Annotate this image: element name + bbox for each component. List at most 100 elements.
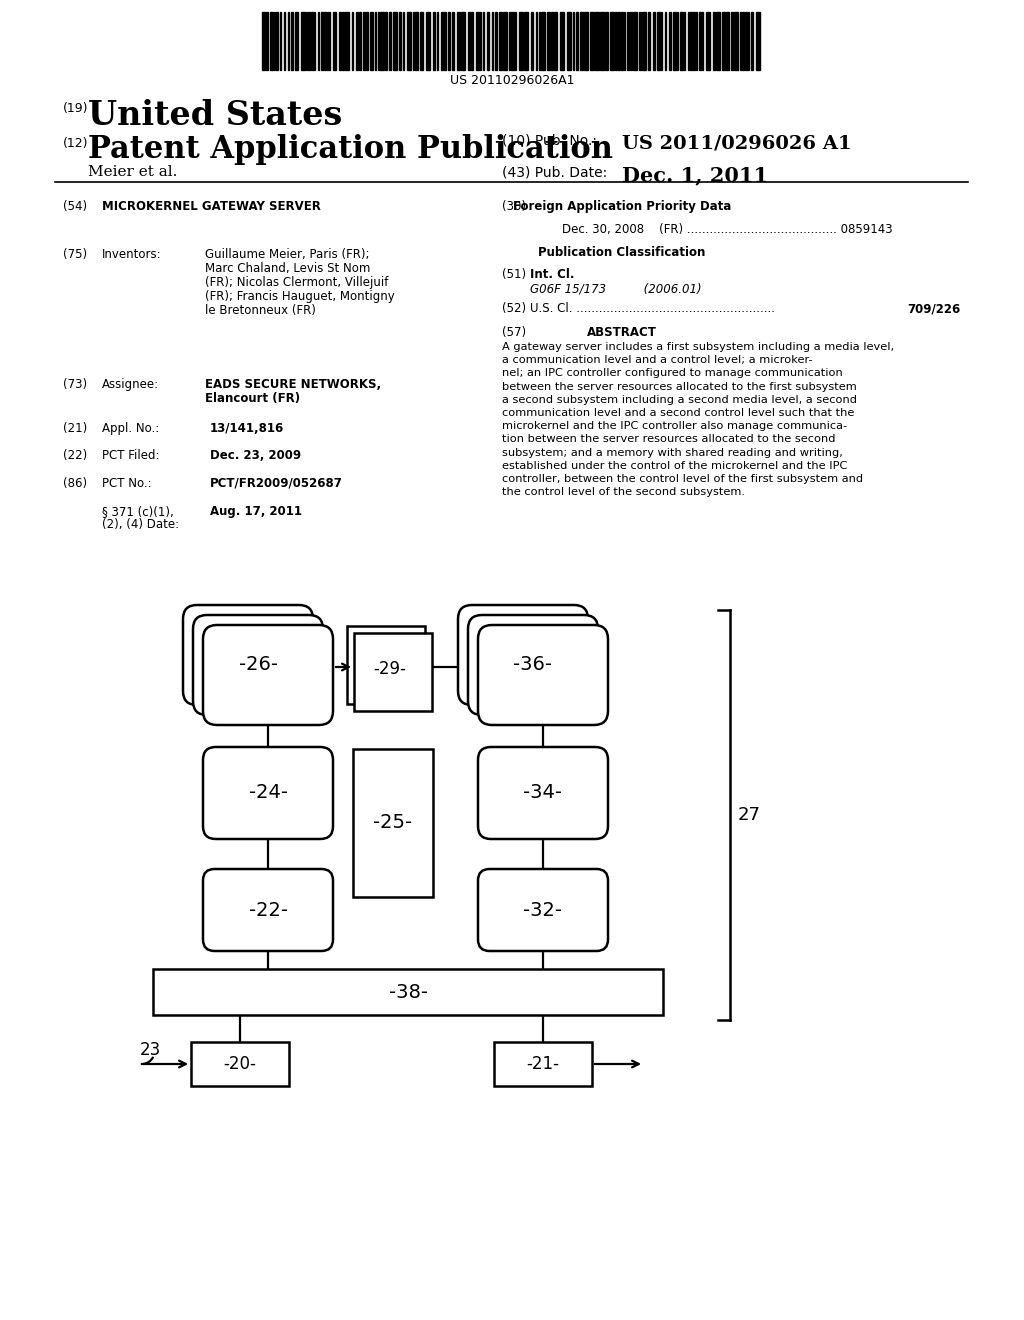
Text: -38-: -38-	[388, 982, 427, 1002]
Text: Foreign Application Priority Data: Foreign Application Priority Data	[513, 201, 731, 213]
Text: (10) Pub. No.:: (10) Pub. No.:	[502, 135, 597, 148]
Bar	[487, 12, 489, 70]
Text: PCT Filed:: PCT Filed:	[102, 449, 160, 462]
Bar	[342, 12, 344, 70]
Text: (43) Pub. Date:: (43) Pub. Date:	[502, 165, 607, 180]
Bar	[584, 12, 588, 70]
Text: Dec. 1, 2011: Dec. 1, 2011	[622, 165, 768, 185]
Bar	[262, 12, 265, 70]
Bar	[639, 12, 641, 70]
FancyBboxPatch shape	[203, 869, 333, 950]
Bar	[731, 12, 733, 70]
Bar	[511, 12, 514, 70]
Bar	[734, 12, 738, 70]
FancyBboxPatch shape	[183, 605, 313, 705]
Bar	[295, 12, 298, 70]
Text: controller, between the control level of the first subsystem and: controller, between the control level of…	[502, 474, 863, 484]
Bar	[366, 12, 368, 70]
Bar	[441, 12, 443, 70]
Text: (19): (19)	[63, 102, 88, 115]
Bar	[547, 12, 550, 70]
Text: -25-: -25-	[374, 813, 413, 833]
Bar	[347, 626, 425, 704]
Text: US 2011/0296026 A1: US 2011/0296026 A1	[622, 135, 852, 152]
Text: (FR); Nicolas Clermont, Villejuif: (FR); Nicolas Clermont, Villejuif	[205, 276, 388, 289]
Bar	[345, 12, 349, 70]
Bar	[389, 12, 391, 70]
Text: MICROKERNEL GATEWAY SERVER: MICROKERNEL GATEWAY SERVER	[102, 201, 321, 213]
Bar	[452, 12, 454, 70]
Text: between the server resources allocated to the first subsystem: between the server resources allocated t…	[502, 381, 857, 392]
Bar	[333, 12, 336, 70]
Bar	[751, 12, 753, 70]
Text: (52): (52)	[502, 302, 526, 315]
Bar	[595, 12, 599, 70]
Bar	[393, 12, 397, 70]
Bar	[756, 12, 760, 70]
Bar	[301, 12, 305, 70]
Bar	[356, 12, 358, 70]
Text: (FR); Francis Hauguet, Montigny: (FR); Francis Hauguet, Montigny	[205, 290, 394, 304]
Bar	[476, 12, 479, 70]
Bar	[461, 12, 465, 70]
Bar	[605, 12, 608, 70]
Bar	[590, 12, 594, 70]
Bar	[494, 1041, 592, 1086]
Text: le Bretonneux (FR): le Bretonneux (FR)	[205, 304, 315, 317]
FancyBboxPatch shape	[478, 869, 608, 950]
Bar	[380, 12, 384, 70]
Text: -34-: -34-	[523, 784, 562, 803]
Text: (73): (73)	[63, 378, 87, 391]
Text: Aug. 17, 2011: Aug. 17, 2011	[210, 506, 302, 517]
Bar	[693, 12, 695, 70]
Bar	[600, 12, 604, 70]
Bar	[524, 12, 528, 70]
Text: microkernel and the IPC controller also manage communica-: microkernel and the IPC controller also …	[502, 421, 847, 432]
Text: Marc Chaland, Levis St Nom: Marc Chaland, Levis St Nom	[205, 261, 371, 275]
Text: PCT/FR2009/052687: PCT/FR2009/052687	[210, 477, 343, 490]
Text: (30): (30)	[502, 201, 526, 213]
FancyBboxPatch shape	[458, 605, 588, 705]
FancyBboxPatch shape	[203, 624, 333, 725]
Bar	[339, 12, 341, 70]
Text: 23: 23	[140, 1041, 161, 1059]
Bar	[690, 12, 692, 70]
Bar	[610, 12, 614, 70]
Text: -26-: -26-	[239, 656, 278, 675]
Text: established under the control of the microkernel and the IPC: established under the control of the mic…	[502, 461, 848, 471]
Bar	[642, 12, 646, 70]
Bar	[560, 12, 564, 70]
Text: United States: United States	[88, 99, 342, 132]
Bar	[713, 12, 715, 70]
Text: Int. Cl.: Int. Cl.	[530, 268, 574, 281]
Bar	[354, 634, 432, 711]
Bar	[359, 12, 361, 70]
Bar	[742, 12, 744, 70]
Bar	[471, 12, 473, 70]
Bar	[407, 12, 411, 70]
Text: subsystem; and a memory with shared reading and writing,: subsystem; and a memory with shared read…	[502, 447, 843, 458]
Text: 27: 27	[738, 807, 761, 824]
Bar	[276, 12, 278, 70]
Text: (12): (12)	[63, 137, 88, 150]
Text: U.S. Cl. .....................................................: U.S. Cl. ...............................…	[530, 302, 775, 315]
Text: Publication Classification: Publication Classification	[539, 246, 706, 259]
Bar	[291, 12, 293, 70]
Text: -29-: -29-	[373, 660, 406, 677]
Text: (2), (4) Date:: (2), (4) Date:	[102, 517, 179, 531]
Bar	[415, 12, 418, 70]
Bar	[266, 12, 268, 70]
FancyBboxPatch shape	[468, 615, 598, 715]
Text: -32-: -32-	[523, 900, 562, 920]
Text: Inventors:: Inventors:	[102, 248, 162, 261]
Text: PCT No.:: PCT No.:	[102, 477, 152, 490]
Bar	[321, 12, 323, 70]
Bar	[495, 12, 497, 70]
Text: (51): (51)	[502, 268, 526, 281]
Bar	[308, 12, 310, 70]
Text: (22): (22)	[63, 449, 87, 462]
Text: the control level of the second subsystem.: the control level of the second subsyste…	[502, 487, 745, 498]
Bar	[311, 12, 313, 70]
Text: tion between the server resources allocated to the second: tion between the server resources alloca…	[502, 434, 836, 445]
Text: A gateway server includes a first subsystem including a media level,: A gateway server includes a first subsys…	[502, 342, 894, 352]
